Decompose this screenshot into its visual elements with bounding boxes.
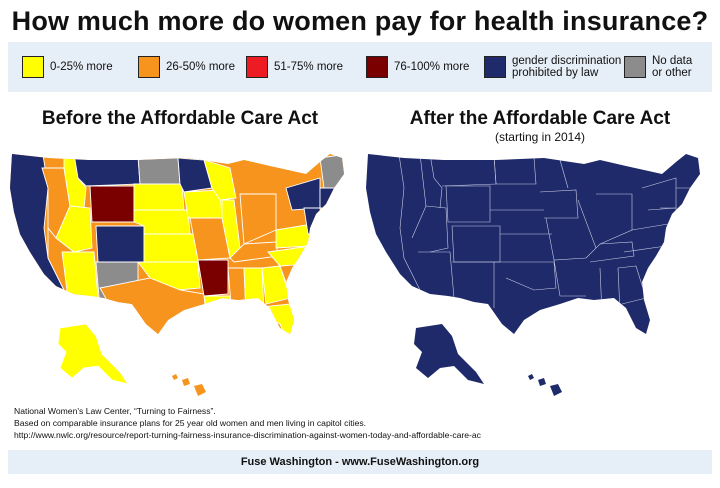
source-line: National Women's Law Center, “Turning to… xyxy=(14,406,216,416)
legend: 0-25% more 26-50% more 51-75% more 76-10… xyxy=(8,42,712,92)
legend-label: 76-100% more xyxy=(394,61,470,73)
legend-item-51-75: 51-75% more xyxy=(246,42,343,92)
after-map-title: After the Affordable Care Act xyxy=(409,108,671,129)
legend-label: 0-25% more xyxy=(50,61,113,73)
legend-item-prohibited: gender discrimination prohibited by law xyxy=(484,42,624,92)
legend-swatch-orange xyxy=(138,56,160,78)
source-line-url: http://www.nwlc.org/resource/report-turn… xyxy=(14,430,481,440)
source-notes: National Women's Law Center, “Turning to… xyxy=(14,405,481,441)
legend-item-76-100: 76-100% more xyxy=(366,42,469,92)
legend-swatch-gray xyxy=(624,56,646,78)
legend-item-26-50: 26-50% more xyxy=(138,42,235,92)
before-map-title: Before the Affordable Care Act xyxy=(41,108,319,129)
legend-label: No data or other xyxy=(652,55,693,79)
legend-label: 51-75% more xyxy=(274,61,344,73)
legend-item-0-25: 0-25% more xyxy=(22,42,113,92)
footer-credit: Fuse Washington - www.FuseWashington.org xyxy=(8,450,712,474)
legend-label: gender discrimination prohibited by law xyxy=(512,55,622,79)
after-map-subtitle: (starting in 2014) xyxy=(494,130,586,144)
legend-swatch-red xyxy=(246,56,268,78)
legend-item-nodata: No data or other xyxy=(624,42,704,92)
after-aca-map xyxy=(366,154,700,396)
legend-label: 26-50% more xyxy=(166,61,236,73)
infographic-title: How much more do women pay for health in… xyxy=(11,6,709,36)
legend-swatch-navy xyxy=(484,56,506,78)
before-aca-map xyxy=(10,154,344,396)
legend-swatch-yellow xyxy=(22,56,44,78)
legend-swatch-darkred xyxy=(366,56,388,78)
source-line: Based on comparable insurance plans for … xyxy=(14,418,367,428)
